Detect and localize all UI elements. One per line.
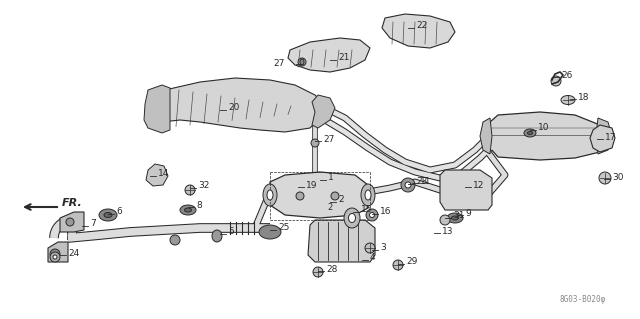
Ellipse shape — [361, 184, 375, 206]
Circle shape — [170, 235, 180, 245]
Text: 2: 2 — [328, 204, 333, 212]
Ellipse shape — [451, 216, 458, 220]
Ellipse shape — [104, 212, 112, 218]
Polygon shape — [270, 172, 368, 218]
Ellipse shape — [267, 190, 273, 200]
Polygon shape — [487, 112, 605, 160]
Polygon shape — [440, 170, 492, 210]
Ellipse shape — [184, 208, 191, 212]
Ellipse shape — [263, 184, 277, 206]
Circle shape — [551, 76, 561, 86]
Ellipse shape — [99, 209, 117, 221]
Ellipse shape — [561, 95, 575, 105]
Circle shape — [393, 260, 403, 270]
Polygon shape — [145, 78, 325, 132]
Text: 31: 31 — [453, 211, 465, 220]
Text: 28: 28 — [326, 264, 337, 273]
Polygon shape — [288, 38, 370, 72]
Text: 27: 27 — [274, 60, 285, 69]
Text: 8: 8 — [196, 201, 202, 210]
Ellipse shape — [212, 230, 222, 242]
Text: FR.: FR. — [62, 198, 83, 208]
Circle shape — [440, 215, 450, 225]
Circle shape — [66, 218, 74, 226]
Circle shape — [331, 192, 339, 200]
Polygon shape — [480, 118, 492, 154]
Ellipse shape — [300, 59, 304, 65]
Text: 17: 17 — [605, 132, 616, 142]
Circle shape — [313, 267, 323, 277]
Circle shape — [311, 139, 319, 147]
Text: 27: 27 — [323, 135, 334, 144]
Polygon shape — [144, 85, 170, 133]
Text: 21: 21 — [338, 54, 349, 63]
Text: 1: 1 — [328, 174, 333, 182]
Text: 25: 25 — [278, 224, 289, 233]
Polygon shape — [48, 242, 68, 262]
Polygon shape — [60, 212, 84, 232]
Circle shape — [296, 192, 304, 200]
Circle shape — [401, 178, 415, 192]
Circle shape — [599, 172, 611, 184]
Circle shape — [366, 209, 378, 221]
Circle shape — [185, 185, 195, 195]
Circle shape — [405, 182, 411, 188]
Ellipse shape — [365, 190, 371, 200]
Text: 9: 9 — [465, 209, 471, 218]
Polygon shape — [146, 164, 168, 186]
Text: 2: 2 — [338, 196, 344, 204]
Text: 4: 4 — [370, 254, 376, 263]
Text: 7: 7 — [90, 219, 96, 228]
Circle shape — [298, 58, 306, 66]
Text: 24: 24 — [68, 249, 79, 257]
Text: 32: 32 — [198, 182, 209, 190]
Text: 23: 23 — [416, 177, 428, 187]
Text: 5: 5 — [228, 227, 234, 236]
Circle shape — [53, 255, 57, 259]
Text: 12: 12 — [473, 181, 484, 189]
Text: 20: 20 — [228, 103, 239, 113]
Ellipse shape — [180, 205, 196, 215]
Text: 22: 22 — [416, 21, 428, 31]
Ellipse shape — [524, 129, 536, 137]
Text: 26: 26 — [561, 70, 572, 79]
Text: 30: 30 — [612, 173, 623, 182]
Text: 15: 15 — [361, 205, 372, 214]
Polygon shape — [382, 14, 455, 48]
Text: 14: 14 — [158, 169, 170, 179]
Text: 11: 11 — [420, 176, 431, 186]
Circle shape — [50, 249, 60, 259]
Circle shape — [50, 252, 60, 262]
Text: 6: 6 — [116, 207, 122, 217]
Text: 10: 10 — [538, 123, 550, 132]
Text: 18: 18 — [578, 93, 589, 101]
Ellipse shape — [349, 213, 355, 222]
Text: 19: 19 — [306, 181, 317, 189]
Polygon shape — [308, 220, 375, 262]
Polygon shape — [312, 95, 335, 128]
Text: 13: 13 — [442, 226, 454, 235]
Circle shape — [369, 212, 374, 218]
Text: 8G03-B020φ: 8G03-B020φ — [560, 295, 606, 304]
Ellipse shape — [447, 213, 463, 223]
Polygon shape — [590, 125, 615, 152]
Ellipse shape — [527, 131, 532, 135]
Ellipse shape — [344, 208, 360, 228]
Ellipse shape — [259, 225, 281, 239]
Polygon shape — [596, 118, 612, 154]
Text: 29: 29 — [406, 257, 417, 266]
Text: 3: 3 — [380, 243, 386, 253]
Text: 16: 16 — [380, 207, 392, 217]
Circle shape — [365, 243, 375, 253]
